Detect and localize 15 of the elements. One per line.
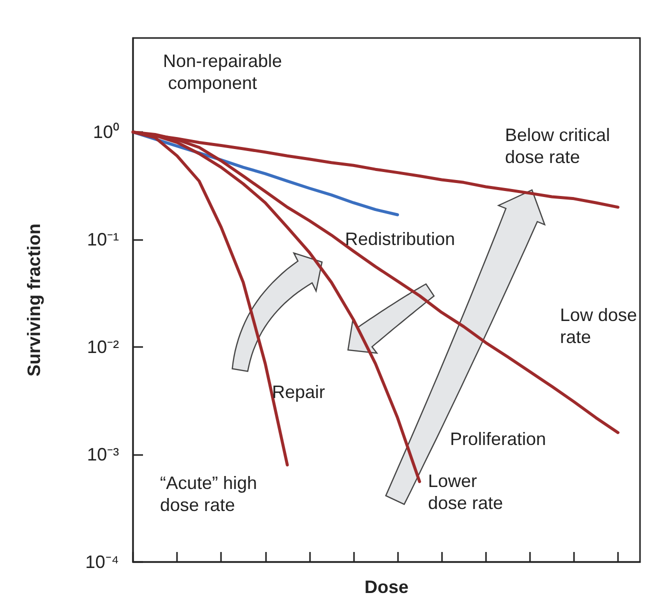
annotation: Proliferation [450, 429, 546, 449]
annotation: Redistribution [345, 229, 456, 249]
annotation: Repair [272, 382, 326, 402]
series-label: “Acute” high dose rate [160, 473, 262, 515]
text: Non-repairable component [163, 51, 282, 93]
y-tick-label: 10⁻² [86, 337, 120, 358]
y-tick-label: 10⁻⁴ [85, 552, 119, 572]
y-tick-label: 10⁻³ [86, 444, 120, 465]
x-axis-title: Dose [364, 577, 409, 597]
text: Low dose rate [560, 305, 642, 347]
series-label: Below critical dose rate [505, 125, 616, 167]
y-axis-title: Surviving fraction [24, 223, 44, 377]
series-label: Lower dose rate [428, 471, 504, 513]
y-tick-label: 10⁻¹ [86, 230, 120, 250]
y-tick-label: 10⁰ [92, 122, 119, 142]
